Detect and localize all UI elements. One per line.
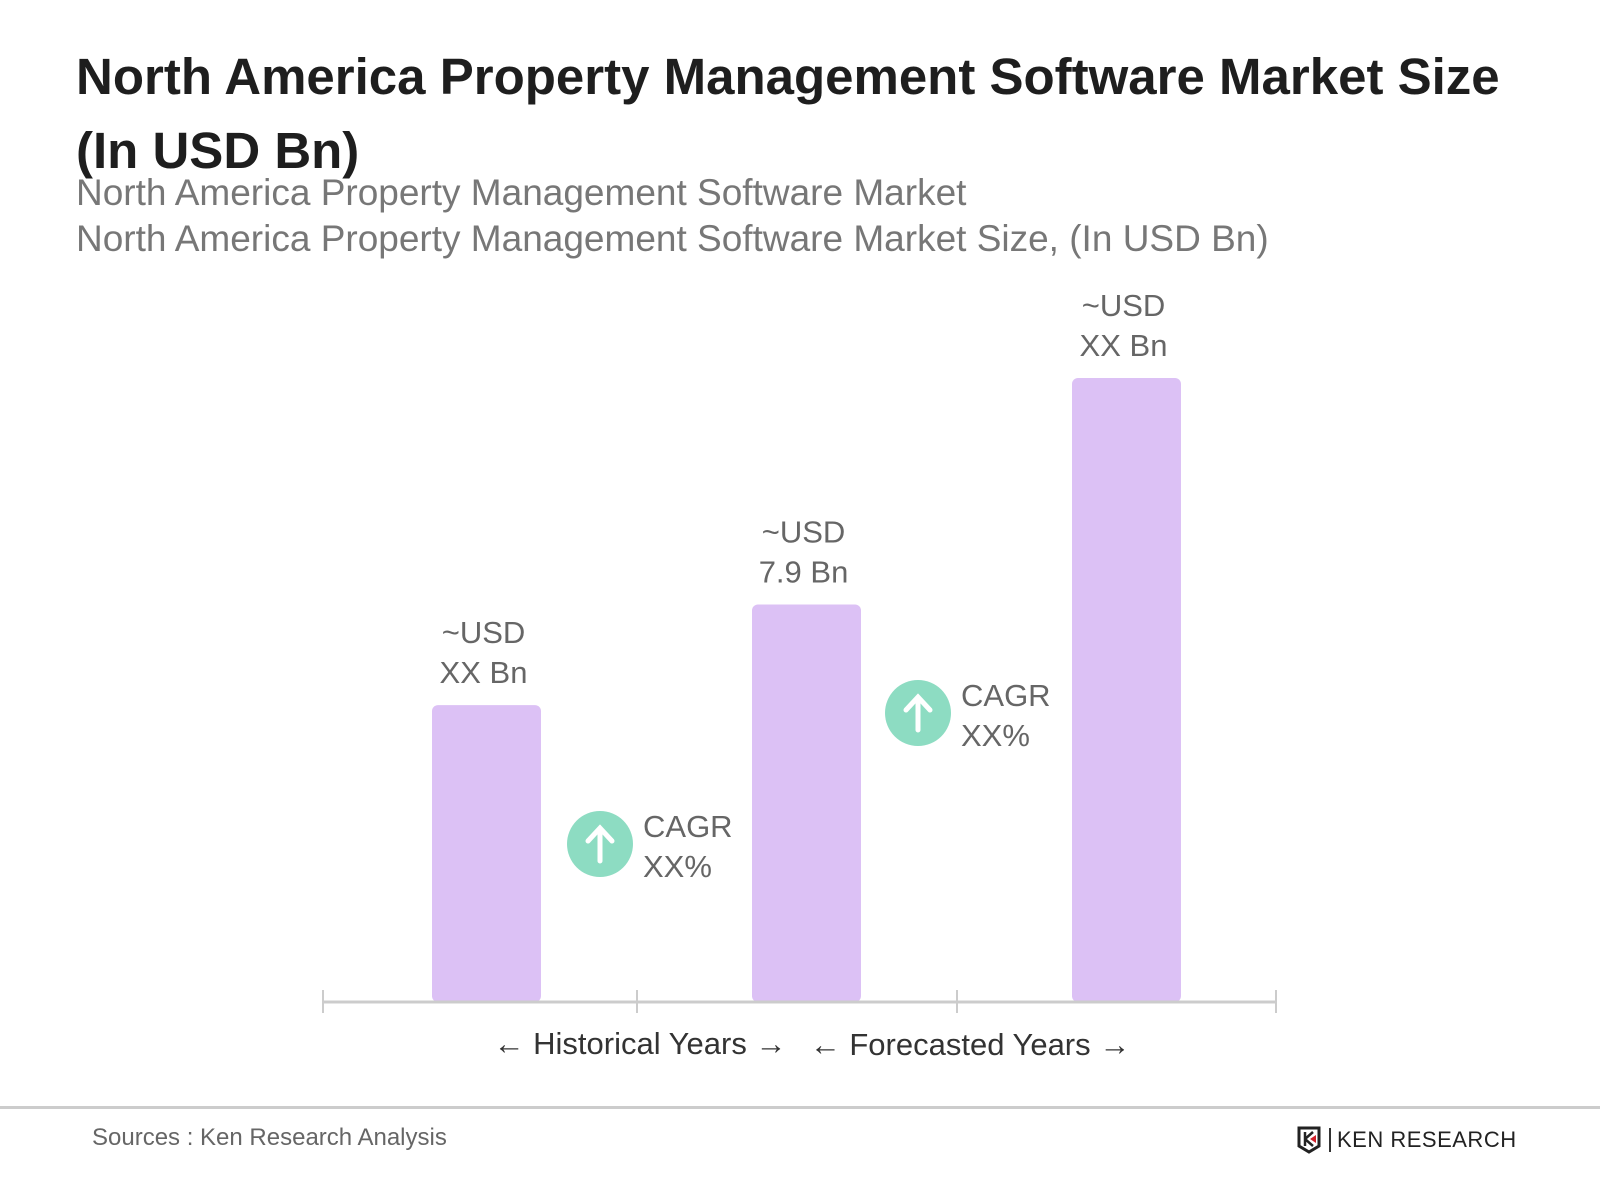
data-label: ~USD (442, 615, 526, 650)
data-label: XX Bn (1080, 328, 1168, 363)
chart-title: North America Property Management Softwa… (76, 48, 1500, 179)
logo-text: KEN RESEARCH (1337, 1127, 1517, 1152)
data-label: ~USD (762, 514, 846, 549)
bar (1072, 378, 1181, 1002)
data-label: ~USD (1082, 288, 1166, 323)
ken-research-logo: KEN RESEARCH (1297, 1126, 1517, 1154)
cagr-label: CAGR (643, 809, 733, 844)
cagr-label: CAGR (961, 678, 1051, 713)
period-label: ← Forecasted Years → (810, 1027, 1131, 1062)
sources-text: Sources : Ken Research Analysis (92, 1124, 447, 1151)
period-label: ← Historical Years → (494, 1026, 787, 1061)
cagr-label: XX% (643, 849, 712, 884)
data-label: XX Bn (440, 655, 528, 690)
footer-divider (0, 1106, 1600, 1109)
chart-subtitle-2: North America Property Management Softwa… (76, 218, 1269, 259)
chart-subtitle-1: North America Property Management Softwa… (76, 172, 967, 213)
data-label: 7.9 Bn (759, 554, 849, 589)
bar-chart: ~USD XX Bn ~USD 7.9 Bn ~USD XX Bn CAGR XX% CAGR X… (322, 288, 1277, 1062)
bar (432, 705, 541, 1002)
ken-logo-icon (1297, 1126, 1321, 1154)
arrow-up-icon (585, 824, 615, 864)
cagr-label: XX% (961, 718, 1030, 753)
bar (752, 604, 861, 1002)
arrow-up-icon (903, 693, 933, 733)
